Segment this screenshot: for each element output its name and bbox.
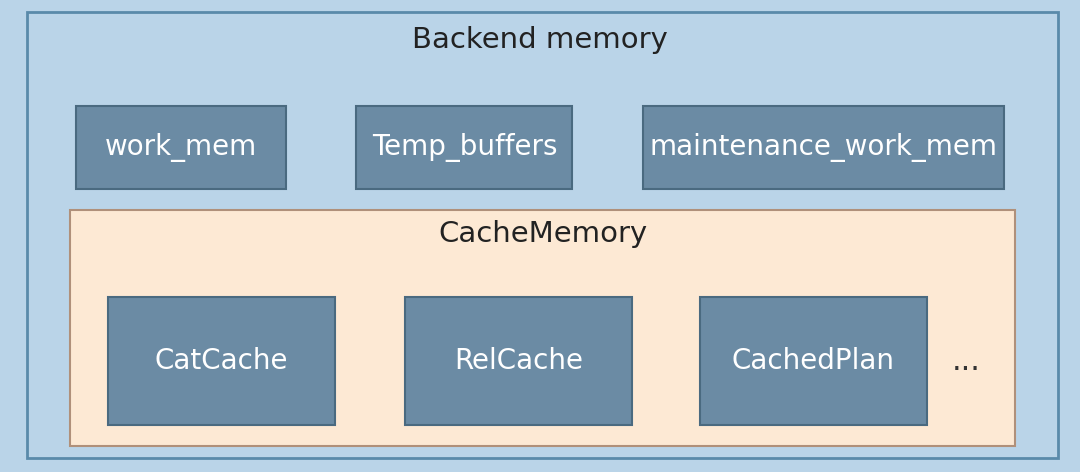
Text: Backend memory: Backend memory bbox=[413, 26, 667, 54]
Text: maintenance_work_mem: maintenance_work_mem bbox=[649, 133, 998, 162]
Text: CacheMemory: CacheMemory bbox=[438, 219, 648, 248]
FancyBboxPatch shape bbox=[108, 297, 335, 425]
Text: Temp_buffers: Temp_buffers bbox=[372, 133, 557, 162]
FancyBboxPatch shape bbox=[27, 12, 1058, 458]
Text: CatCache: CatCache bbox=[154, 347, 288, 375]
Text: CachedPlan: CachedPlan bbox=[732, 347, 894, 375]
FancyBboxPatch shape bbox=[643, 106, 1004, 189]
Text: ...: ... bbox=[953, 346, 981, 376]
Text: work_mem: work_mem bbox=[105, 133, 257, 162]
FancyBboxPatch shape bbox=[356, 106, 572, 189]
Text: RelCache: RelCache bbox=[454, 347, 583, 375]
FancyBboxPatch shape bbox=[700, 297, 927, 425]
FancyBboxPatch shape bbox=[405, 297, 632, 425]
FancyBboxPatch shape bbox=[70, 210, 1015, 446]
FancyBboxPatch shape bbox=[76, 106, 286, 189]
